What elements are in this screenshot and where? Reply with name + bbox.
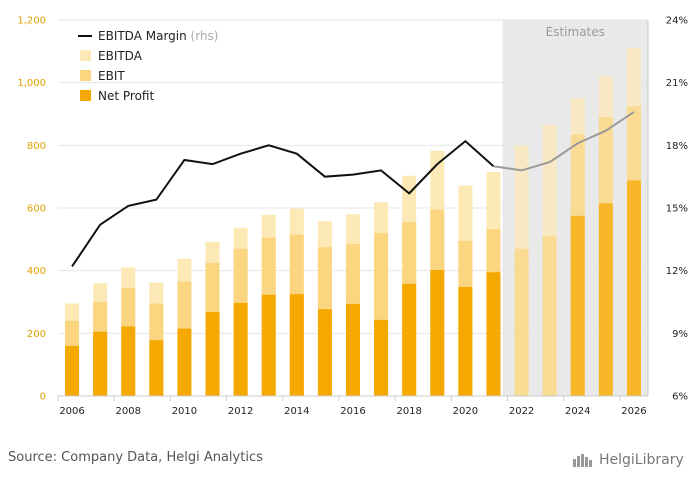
y2-tick-label: 9% — [672, 329, 688, 340]
legend-swatch — [80, 90, 91, 101]
bar-net-profit — [177, 328, 192, 396]
y-tick-label: 800 — [27, 141, 46, 152]
x-tick-label: 2022 — [509, 406, 534, 417]
y2-tick-label: 24% — [666, 16, 688, 27]
legend-ebitda: EBITDA — [98, 49, 143, 63]
x-tick-label: 2018 — [396, 406, 421, 417]
x-tick-label: 2006 — [59, 406, 84, 417]
legend-net-profit: Net Profit — [98, 89, 154, 103]
x-tick-label: 2026 — [621, 406, 646, 417]
y2-tick-label: 15% — [666, 204, 688, 215]
x-tick-label: 2020 — [453, 406, 478, 417]
y-tick-label: 600 — [27, 204, 46, 215]
bars — [65, 48, 641, 397]
y-tick-label: 200 — [27, 329, 46, 340]
bar-net-profit — [149, 340, 164, 396]
bar-net-profit — [402, 283, 417, 396]
y2-tick-label: 12% — [666, 266, 688, 277]
y-tick-label: 400 — [27, 266, 46, 277]
x-tick-label: 2014 — [284, 406, 309, 417]
bar-net-profit — [93, 331, 108, 396]
bar-net-profit — [374, 319, 389, 396]
bar-ebit — [514, 248, 529, 396]
line-estimate — [493, 111, 635, 172]
x-tick-label: 2012 — [228, 406, 253, 417]
line-actual — [71, 139, 495, 268]
bar-net-profit — [430, 270, 445, 396]
brand-name: HelgiLibrary — [599, 452, 684, 468]
bar-net-profit — [121, 326, 136, 396]
bar-net-profit — [598, 203, 613, 396]
x-tick-label: 2010 — [172, 406, 197, 417]
y2-tick-label: 18% — [666, 141, 688, 152]
x-tick-label: 2024 — [565, 406, 590, 417]
y-tick-label: 1,200 — [17, 16, 46, 27]
bar-net-profit — [458, 286, 473, 396]
legend-ebitda-margin: EBITDA Margin (rhs) — [98, 29, 219, 43]
margin-line — [71, 111, 635, 268]
bar-net-profit — [570, 215, 585, 396]
estimates-label: Estimates — [546, 25, 605, 39]
legend-swatch — [80, 70, 91, 81]
bar-net-profit — [626, 180, 641, 396]
y2-tick-label: 6% — [672, 392, 688, 403]
y-tick-label: 1,000 — [17, 78, 46, 89]
brand-logo[interactable]: HelgiLibrary — [572, 450, 692, 470]
bar-ebit — [542, 236, 557, 396]
bar-net-profit — [317, 309, 332, 396]
bar-net-profit — [346, 303, 360, 396]
bar-net-profit — [261, 294, 276, 396]
legend-rhs-note: (rhs) — [191, 29, 219, 43]
source-note: Source: Company Data, Helgi Analytics — [8, 450, 263, 465]
bar-net-profit — [486, 272, 501, 396]
helgi-library-logo-icon — [573, 454, 592, 467]
bar-net-profit — [205, 312, 220, 396]
x-tick-label: 2016 — [340, 406, 365, 417]
axes: 0 6% 200 9% 400 12% 600 15% 800 18% 1,000 21% 1,200 2… — [17, 16, 688, 418]
bar-net-profit — [65, 345, 80, 396]
x-tick-label: 2008 — [116, 406, 141, 417]
y-tick-label: 0 — [40, 392, 46, 403]
y2-tick-label: 21% — [666, 78, 688, 89]
legend-ebit: EBIT — [98, 69, 125, 83]
bar-net-profit — [289, 294, 304, 396]
legend: EBITDA Margin (rhs) EBITDA EBIT Net Profit — [78, 29, 219, 103]
bar-net-profit — [233, 302, 248, 396]
legend-swatch — [80, 50, 91, 61]
chart: 0 6% 200 9% 400 12% 600 15% 800 18% 1,000 21% 1,200 2… — [17, 16, 688, 418]
